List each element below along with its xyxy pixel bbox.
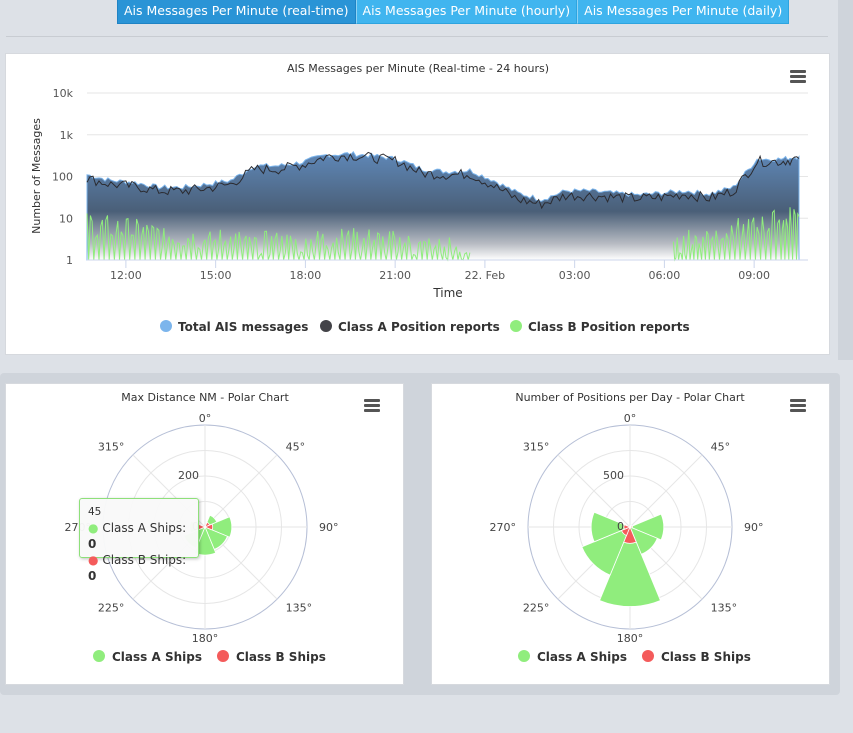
hamburger-menu-icon[interactable] (790, 70, 806, 83)
angle-tick-label: 225° (98, 602, 125, 615)
angle-tick-label: 90° (319, 521, 339, 534)
tooltip-label: Class A Ships: (102, 521, 187, 535)
legend-item[interactable]: Class A Position reports (338, 320, 500, 334)
legend-item-class-b[interactable]: Class B Ships (236, 650, 326, 664)
class-a-sector[interactable] (581, 526, 631, 576)
tooltip-value: 0 (88, 537, 97, 551)
angle-tick-label: 0° (199, 412, 212, 425)
y-tick-label: 1 (66, 254, 73, 267)
tab-hourly[interactable]: Ais Messages Per Minute (hourly) (355, 0, 578, 24)
legend-marker (510, 320, 522, 332)
legend-marker (518, 650, 530, 662)
legend-item[interactable]: Total AIS messages (178, 320, 308, 334)
angle-tick-label: 0° (624, 412, 637, 425)
legend-item-class-a[interactable]: Class A Ships (112, 650, 202, 664)
angle-tick-label: 135° (286, 602, 313, 615)
tooltip-label: Class B Ships: (102, 553, 187, 567)
legend-marker (320, 320, 332, 332)
x-tick-label: 21:00 (379, 269, 411, 282)
tooltip-value: 0 (88, 569, 97, 583)
tab-daily[interactable]: Ais Messages Per Minute (daily) (577, 0, 790, 24)
class-b-sector[interactable] (623, 524, 632, 530)
hamburger-menu-icon[interactable] (364, 399, 380, 412)
x-tick-label: 22. Feb (465, 269, 505, 282)
legend-marker (160, 320, 172, 332)
tab-realtime[interactable]: Ais Messages Per Minute (real-time) (117, 0, 356, 24)
angle-tick-label: 315° (523, 440, 550, 453)
tooltip-row: ● Class B Ships: 0 (88, 553, 187, 583)
angle-tick-label: 90° (744, 521, 764, 534)
x-tick-label: 12:00 (110, 269, 142, 282)
divider (6, 36, 828, 37)
legend-item[interactable]: Class B Position reports (528, 320, 690, 334)
x-tick-label: 03:00 (559, 269, 591, 282)
y-tick-label: 10k (53, 87, 74, 100)
hamburger-menu-icon[interactable] (790, 399, 806, 412)
positions-per-day-polar-chart: Number of Positions per Day - Polar Char… (490, 391, 764, 664)
legend-marker (217, 650, 229, 662)
class-a-sector[interactable] (599, 525, 661, 607)
class-b-sector[interactable] (623, 525, 637, 544)
class-b-sector[interactable] (620, 526, 631, 537)
max-distance-polar-chart: Max Distance NM - Polar Chart 0 200 0° 45° 9… (65, 391, 339, 664)
chart-tooltip: 45 ● Class A Ships: 0 ● Class B Ships: 0 (79, 498, 199, 583)
class-b-sector[interactable] (203, 523, 214, 531)
realtime-chart: AIS Messages per Minute (Real-time - 24 … (30, 62, 808, 334)
angle-tick-label: 270° (490, 521, 517, 534)
angle-tick-label: 225° (523, 602, 550, 615)
legend-item-class-a[interactable]: Class A Ships (537, 650, 627, 664)
tooltip-row: ● Class A Ships: 0 (88, 521, 187, 551)
polar-spoke (557, 454, 631, 528)
x-tick-label: 15:00 (200, 269, 232, 282)
angle-tick-label: 45° (711, 440, 731, 453)
polar-spoke (629, 454, 703, 528)
y-tick-label: 10 (59, 212, 73, 225)
legend-marker (93, 650, 105, 662)
angle-tick-label: 180° (192, 632, 219, 645)
class-a-sector[interactable] (203, 516, 233, 538)
radial-tick-label: 0 (617, 520, 624, 533)
polar-spoke (204, 454, 278, 528)
x-tick-label: 06:00 (649, 269, 681, 282)
y-tick-label: 100 (52, 171, 73, 184)
x-tick-label: 09:00 (738, 269, 770, 282)
class-a-sector[interactable] (628, 513, 665, 541)
chart-title: Max Distance NM - Polar Chart (121, 391, 289, 404)
panel-frame (838, 0, 853, 360)
tooltip-header: 45 (88, 506, 102, 518)
angle-tick-label: 135° (711, 602, 738, 615)
angle-tick-label: 180° (617, 632, 644, 645)
class-b-sector[interactable] (628, 525, 633, 529)
legend-item-class-b[interactable]: Class B Ships (661, 650, 751, 664)
series-class-a-position-reports (86, 151, 800, 210)
radial-tick-label: 200 (178, 469, 199, 482)
chart-period-tabs: Ais Messages Per Minute (real-time) Ais … (117, 0, 790, 24)
chart-title: Number of Positions per Day - Polar Char… (515, 391, 745, 404)
x-tick-label: 18:00 (290, 269, 322, 282)
y-tick-label: 1k (60, 129, 74, 142)
radial-tick-label: 500 (603, 469, 624, 482)
x-axis-label: Time (432, 286, 462, 300)
angle-tick-label: 315° (98, 440, 125, 453)
y-axis-label: Number of Messages (30, 118, 43, 234)
legend-marker (642, 650, 654, 662)
chart-title: AIS Messages per Minute (Real-time - 24 … (287, 62, 549, 75)
angle-tick-label: 45° (286, 440, 306, 453)
class-a-sector[interactable] (590, 511, 632, 543)
